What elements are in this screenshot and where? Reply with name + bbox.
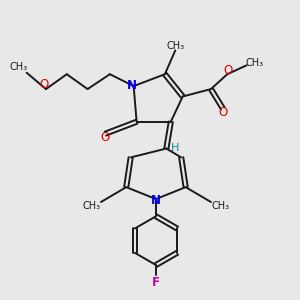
Text: CH₃: CH₃ (212, 201, 230, 211)
Text: CH₃: CH₃ (82, 201, 100, 211)
Text: N: N (151, 194, 161, 207)
Text: O: O (219, 106, 228, 119)
Text: N: N (127, 79, 137, 92)
Text: F: F (152, 276, 160, 289)
Text: H: H (170, 143, 179, 153)
Text: CH₃: CH₃ (167, 41, 185, 51)
Text: CH₃: CH₃ (246, 58, 264, 68)
Text: CH₃: CH₃ (9, 62, 27, 72)
Text: O: O (100, 131, 110, 144)
Text: O: O (40, 78, 49, 91)
Text: O: O (223, 64, 232, 77)
